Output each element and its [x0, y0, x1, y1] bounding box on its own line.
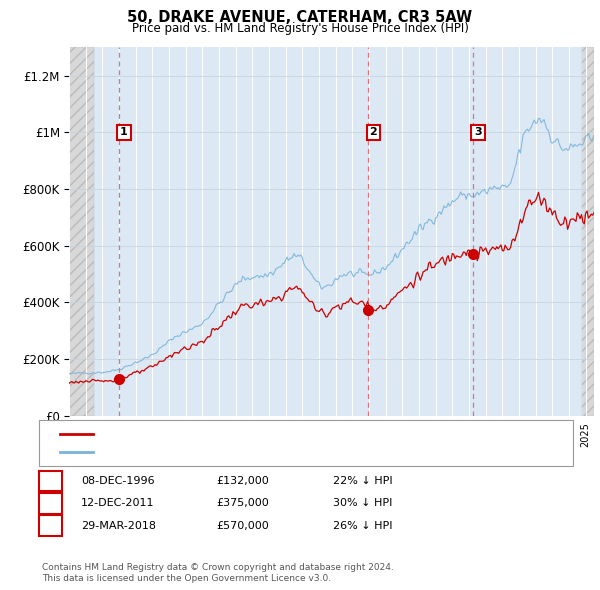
Text: 50, DRAKE AVENUE, CATERHAM, CR3 5AW (detached house): 50, DRAKE AVENUE, CATERHAM, CR3 5AW (det… — [99, 430, 412, 440]
Bar — [581, 47, 594, 416]
Text: 3: 3 — [474, 127, 482, 137]
Bar — [581, 47, 594, 416]
Bar — [94, 47, 581, 416]
Text: 08-DEC-1996: 08-DEC-1996 — [81, 476, 155, 486]
Text: 1: 1 — [46, 476, 54, 486]
Bar — [69, 47, 94, 416]
Text: 29-MAR-2018: 29-MAR-2018 — [81, 521, 156, 530]
Text: Contains HM Land Registry data © Crown copyright and database right 2024.
This d: Contains HM Land Registry data © Crown c… — [42, 563, 394, 583]
Text: 50, DRAKE AVENUE, CATERHAM, CR3 5AW: 50, DRAKE AVENUE, CATERHAM, CR3 5AW — [127, 10, 473, 25]
Text: 12-DEC-2011: 12-DEC-2011 — [81, 499, 155, 508]
Text: £375,000: £375,000 — [216, 499, 269, 508]
Text: 2: 2 — [46, 499, 54, 508]
Bar — [69, 47, 94, 416]
Text: 26% ↓ HPI: 26% ↓ HPI — [333, 521, 392, 530]
Text: 30% ↓ HPI: 30% ↓ HPI — [333, 499, 392, 508]
Text: £132,000: £132,000 — [216, 476, 269, 486]
Text: 3: 3 — [46, 521, 54, 530]
Text: 22% ↓ HPI: 22% ↓ HPI — [333, 476, 392, 486]
Text: 1: 1 — [120, 127, 128, 137]
Text: Price paid vs. HM Land Registry's House Price Index (HPI): Price paid vs. HM Land Registry's House … — [131, 22, 469, 35]
Text: £570,000: £570,000 — [216, 521, 269, 530]
Text: HPI: Average price, detached house, Tandridge: HPI: Average price, detached house, Tand… — [99, 447, 343, 457]
Text: 2: 2 — [369, 127, 377, 137]
